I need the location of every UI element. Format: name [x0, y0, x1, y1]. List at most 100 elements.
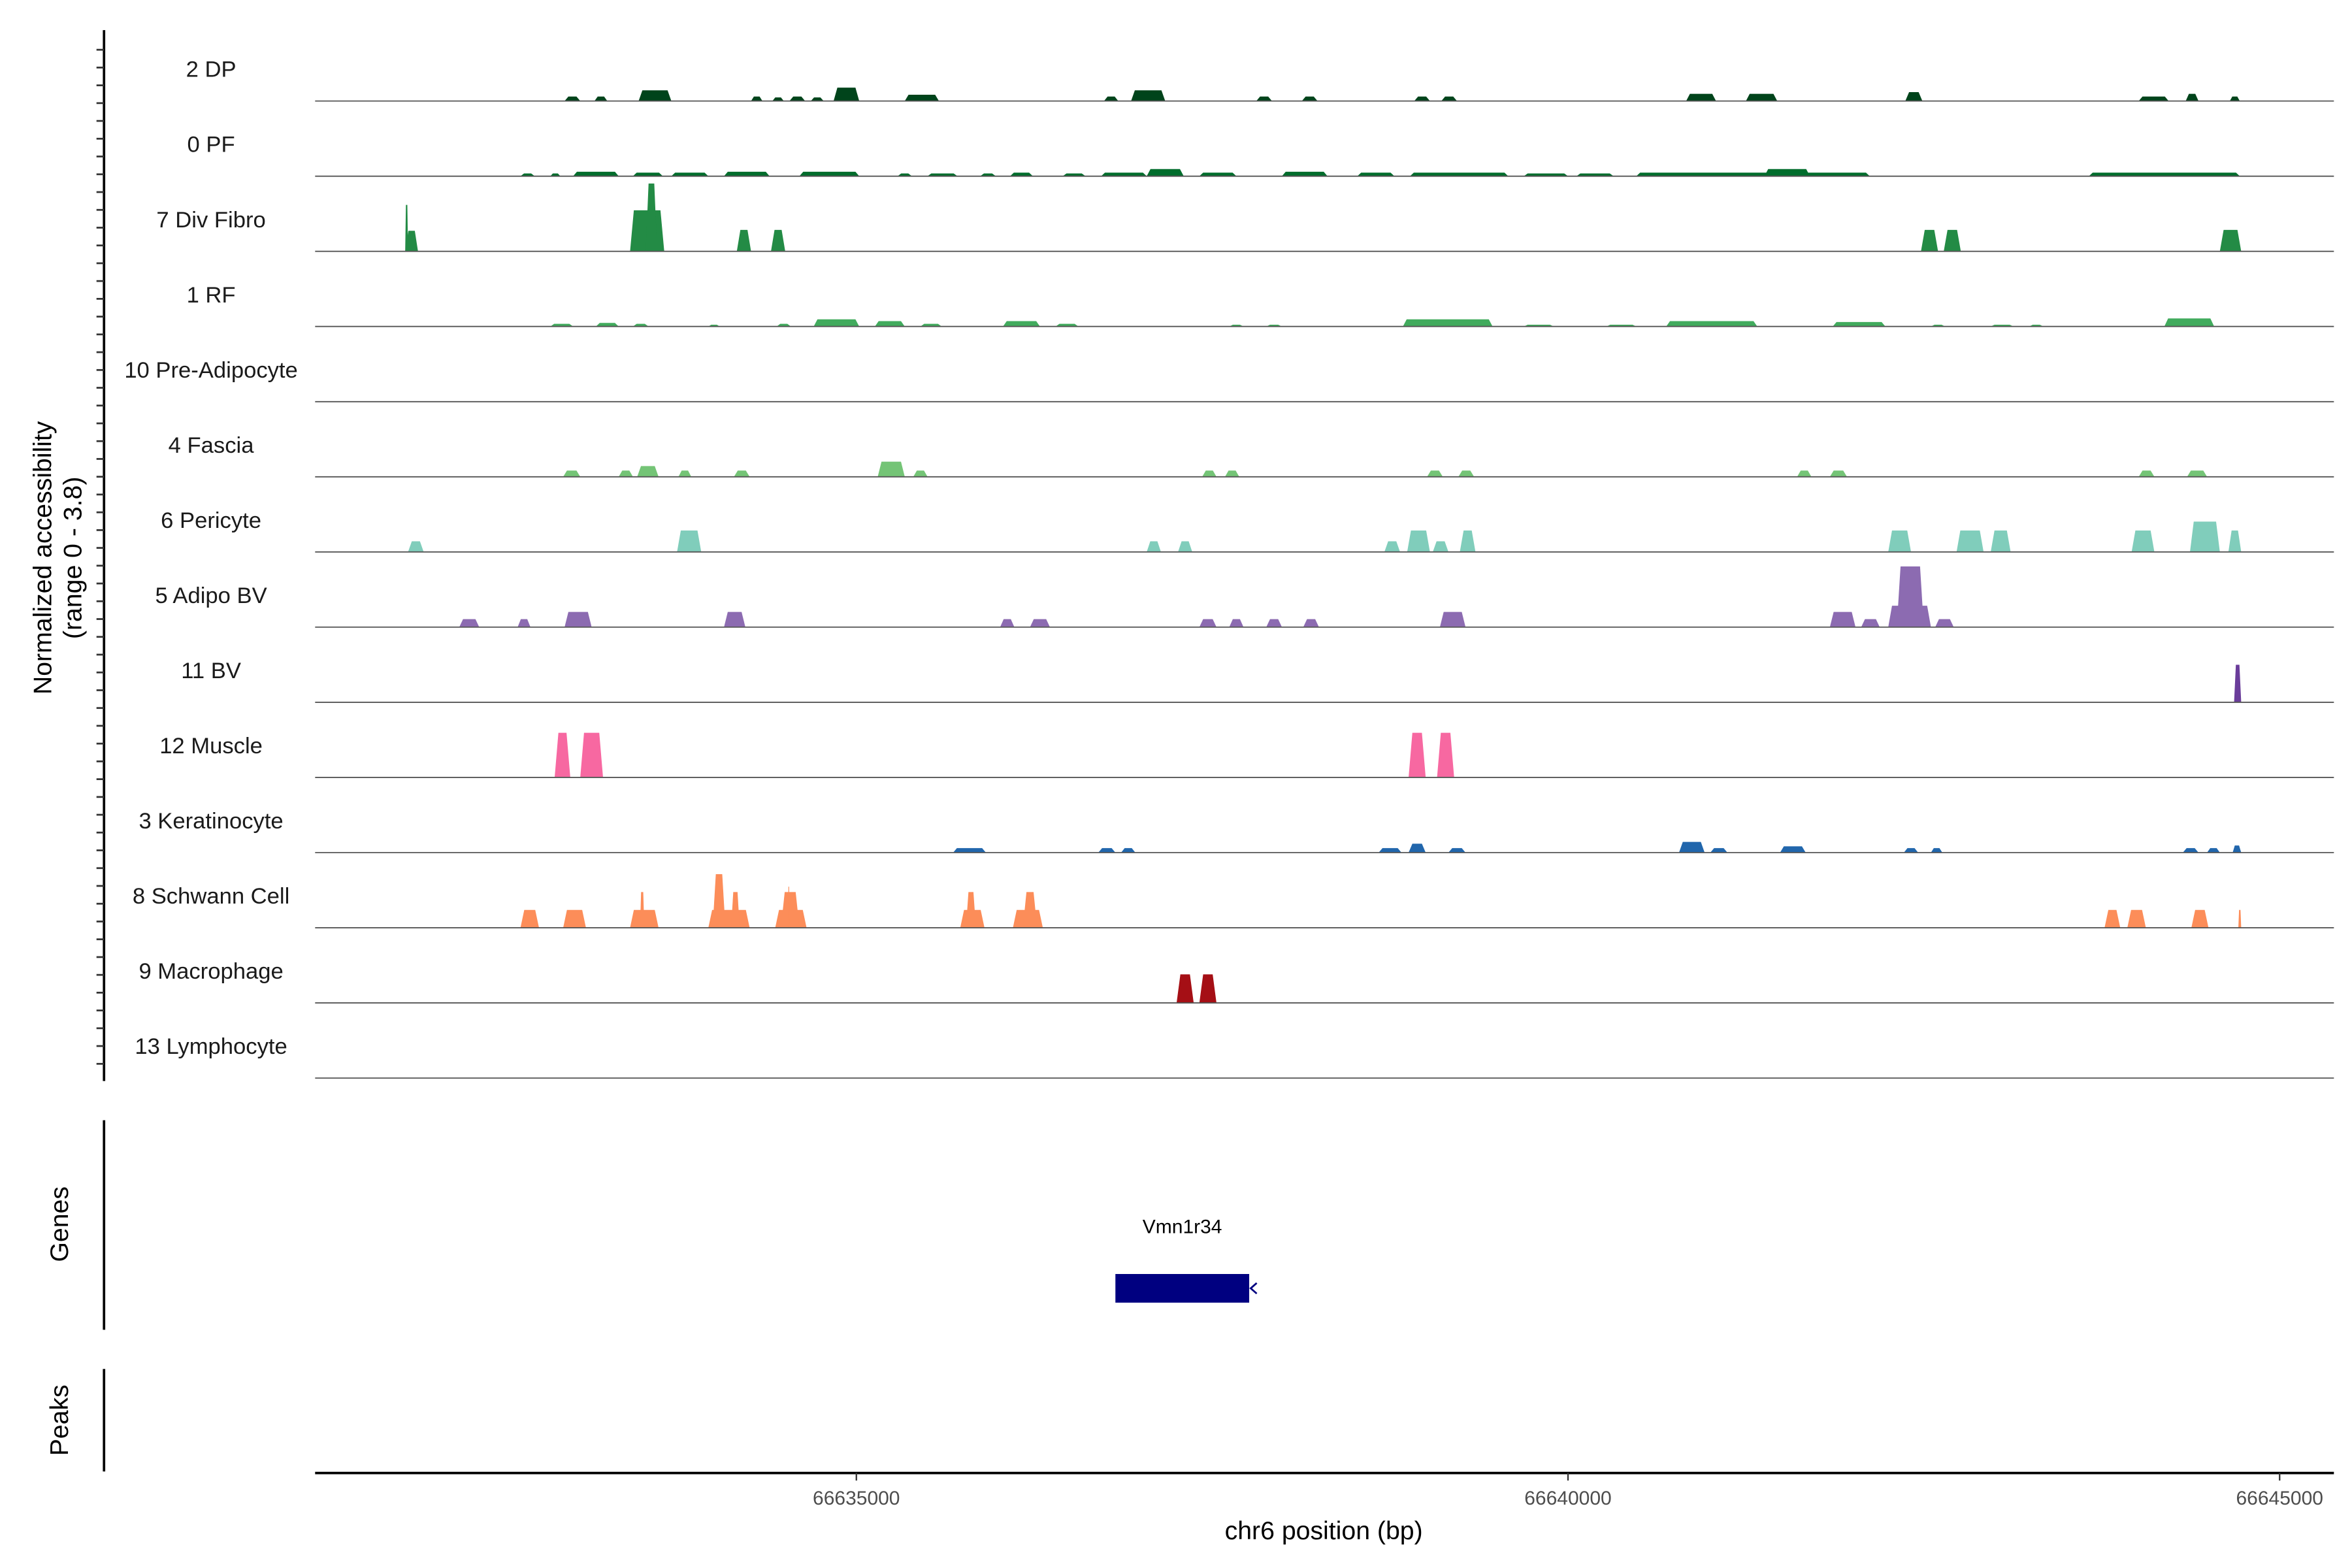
- coverage-peak: [2229, 96, 2240, 101]
- coverage-peak: [1905, 91, 1923, 101]
- coverage-peak: [2187, 470, 2208, 477]
- coverage-peak: [2189, 521, 2220, 552]
- coverage-peak: [405, 231, 418, 252]
- coverage-peak: [645, 183, 657, 252]
- coverage-peak: [563, 909, 586, 928]
- coverage-peak: [712, 874, 726, 928]
- track-label: 8 Schwann Cell: [133, 884, 289, 909]
- track-11-bv: 11 BV: [181, 659, 2334, 703]
- coverage-peak: [724, 171, 770, 176]
- coverage-peak: [637, 466, 659, 477]
- coverage-peak: [927, 173, 958, 176]
- coverage-peak: [580, 732, 604, 777]
- coverage-peak: [2183, 848, 2199, 853]
- coverage-peak: [771, 229, 785, 252]
- coverage-peak: [1030, 619, 1051, 627]
- coverage-peak: [1202, 470, 1217, 477]
- peaks-panel: Peaks: [45, 1369, 106, 1472]
- coverage-peak: [1303, 619, 1319, 627]
- coverage-peak: [2164, 318, 2215, 327]
- track-3-keratinocyte: 3 Keratinocyte: [139, 809, 2334, 853]
- coverage-peak: [1888, 531, 1912, 552]
- coverage-peak: [1897, 566, 1924, 627]
- coverage-peak: [677, 531, 702, 552]
- track-9-macrophage: 9 Macrophage: [139, 959, 2334, 1004]
- track-6-pericyte: 6 Pericyte: [161, 508, 2334, 553]
- y-axis-title-line1: Normalized accessibility: [28, 421, 57, 694]
- coverage-peak: [1103, 96, 1119, 101]
- track-8-schwann-cell: 8 Schwann Cell: [133, 874, 2334, 928]
- coverage-peak: [1833, 321, 1886, 327]
- coverage-peak: [788, 887, 790, 928]
- track-12-muscle: 12 Muscle: [159, 732, 2334, 778]
- coverage-peak: [678, 470, 692, 477]
- coverage-peak: [1439, 612, 1466, 627]
- coverage-peak: [1433, 541, 1449, 552]
- coverage-peak: [550, 323, 574, 327]
- coverage-peak: [1199, 619, 1217, 627]
- coverage-peak: [1022, 892, 1037, 928]
- track-5-adipo-bv: 5 Adipo BV: [155, 566, 2334, 628]
- coverage-peak: [2238, 909, 2242, 928]
- coverage-peak: [1921, 229, 1938, 252]
- track-label: 12 Muscle: [159, 734, 263, 759]
- track-label: 11 BV: [181, 659, 241, 683]
- coverage-peak: [1229, 619, 1244, 627]
- coverage-peak: [789, 96, 806, 101]
- coverage-peak: [630, 909, 659, 928]
- x-tick-label: 66645000: [2236, 1488, 2323, 1509]
- track-13-lymphocyte: 13 Lymphocyte: [135, 1034, 2334, 1079]
- coverage-peak: [751, 96, 762, 101]
- coverage-peak: [640, 892, 645, 928]
- coverage-peak: [459, 619, 480, 627]
- coverage-tracks: 2 DP 0 PF 7 Div Fibro 1 RF 10 Pre-Adipocyte 4…: [124, 57, 2334, 1079]
- coverage-peak: [980, 173, 996, 176]
- coverage-peak: [1098, 848, 1116, 853]
- coverage-peak: [2232, 845, 2242, 853]
- coverage-peak: [1131, 90, 1166, 101]
- coverage-peak: [1427, 470, 1443, 477]
- track-7-div-fibro: 7 Div Fibro: [156, 183, 2334, 252]
- coverage-peak: [2138, 96, 2169, 101]
- coverage-peak: [2219, 229, 2242, 252]
- coverage-peak: [1944, 229, 1961, 252]
- coverage-peak: [2104, 909, 2121, 928]
- x-tick-label: 66640000: [1524, 1488, 1611, 1509]
- coverage-peak: [1991, 531, 2011, 552]
- coverage-peak: [1797, 470, 1812, 477]
- x-axis-title: chr6 position (bp): [1225, 1516, 1423, 1545]
- coverage-peak: [781, 892, 800, 928]
- coverage-peak: [1282, 171, 1328, 176]
- coverage-peak: [1384, 541, 1400, 552]
- coverage-peak: [517, 619, 531, 627]
- gene-label: Vmn1r34: [1143, 1217, 1222, 1238]
- coverage-peak: [638, 90, 672, 101]
- gene-body: [1115, 1274, 1250, 1303]
- coverage-peak: [813, 319, 860, 327]
- peaks-panel-label: Peaks: [45, 1384, 74, 1456]
- y-axis: [96, 30, 106, 1081]
- coverage-peak: [596, 323, 619, 327]
- track-label: 0 PF: [188, 133, 235, 157]
- coverage-peak: [1764, 169, 1810, 176]
- coverage-peak: [1636, 172, 1870, 176]
- coverage-peak: [1409, 843, 1426, 853]
- coverage-peak: [1746, 93, 1778, 101]
- coverage-peak: [1101, 172, 1147, 176]
- coverage-peak: [1829, 470, 1847, 477]
- coverage-peak: [833, 88, 860, 101]
- coverage-peak: [1147, 169, 1184, 176]
- coverage-peak: [550, 173, 561, 176]
- coverage-peak: [2138, 470, 2155, 477]
- coverage-peak: [573, 171, 619, 176]
- coverage-peak: [1403, 319, 1493, 327]
- coverage-peak: [1437, 732, 1454, 777]
- x-tick-label: 66635000: [813, 1488, 900, 1509]
- coverage-peak: [776, 323, 791, 327]
- coverage-peak: [1256, 96, 1272, 101]
- coverage-peak: [632, 172, 663, 176]
- track-label: 6 Pericyte: [161, 508, 261, 533]
- track-label: 10 Pre-Adipocyte: [124, 358, 298, 383]
- track-label: 13 Lymphocyte: [135, 1034, 287, 1059]
- coverage-peak: [1147, 541, 1161, 552]
